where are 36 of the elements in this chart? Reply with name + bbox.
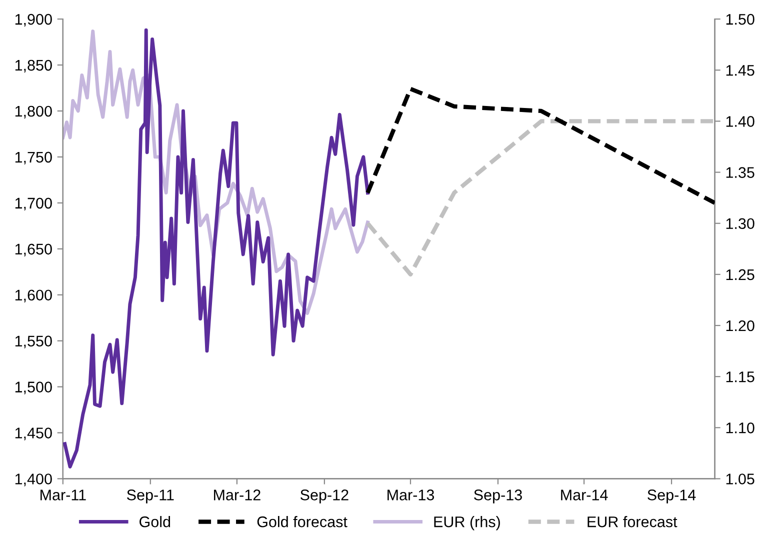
y-tick-label: 1,850 [15,60,52,72]
y2-tick-label: 1.45 [726,65,754,76]
y-tick-label: 1,750 [15,152,52,164]
y2-tick-label: 1.20 [726,320,754,332]
x-tick-label: Mar-14 [561,490,608,500]
y2-tick-label: 1.30 [726,218,754,230]
line-series [366,119,715,277]
y-tick-label: 1,500 [15,382,52,394]
line-series [366,86,715,205]
legend-label: Gold [140,516,170,528]
x-tick-label: Mar-13 [388,490,434,500]
legend-label: EUR forecast [588,516,678,528]
y2-tick-label: 1.25 [726,269,754,280]
x-tick-label: Sep-13 [474,490,522,504]
y-tick-label: 1,900 [15,14,52,27]
y-tick-label: 1,400 [15,474,52,486]
y-tick-label: 1,650 [15,244,52,256]
y2-tick-label: 1.50 [726,14,754,25]
legend-label: Gold forecast [257,516,348,528]
x-tick-label: Mar-12 [214,490,260,500]
x-tick-label: Sep-14 [648,490,696,504]
y-tick-label: 1,550 [15,336,52,348]
y2-tick-label: 1.10 [726,422,754,434]
y-tick-label: 1,450 [15,428,52,440]
y-tick-label: 1,800 [15,106,52,118]
y-tick-label: 1,700 [15,198,52,210]
y2-tick-label: 1.05 [726,474,754,484]
y2-tick-label: 1.40 [726,116,754,127]
x-tick-label: Sep-11 [127,490,174,504]
line-series [63,28,370,469]
y2-tick-label: 1.35 [726,167,754,178]
legend-label: EUR (rhs) [434,516,500,530]
x-tick-label: Sep-12 [300,490,348,504]
y-tick-label: 1,600 [15,290,52,302]
y2-tick-label: 1.15 [726,372,754,382]
x-tick-label: Mar-11 [40,490,86,500]
